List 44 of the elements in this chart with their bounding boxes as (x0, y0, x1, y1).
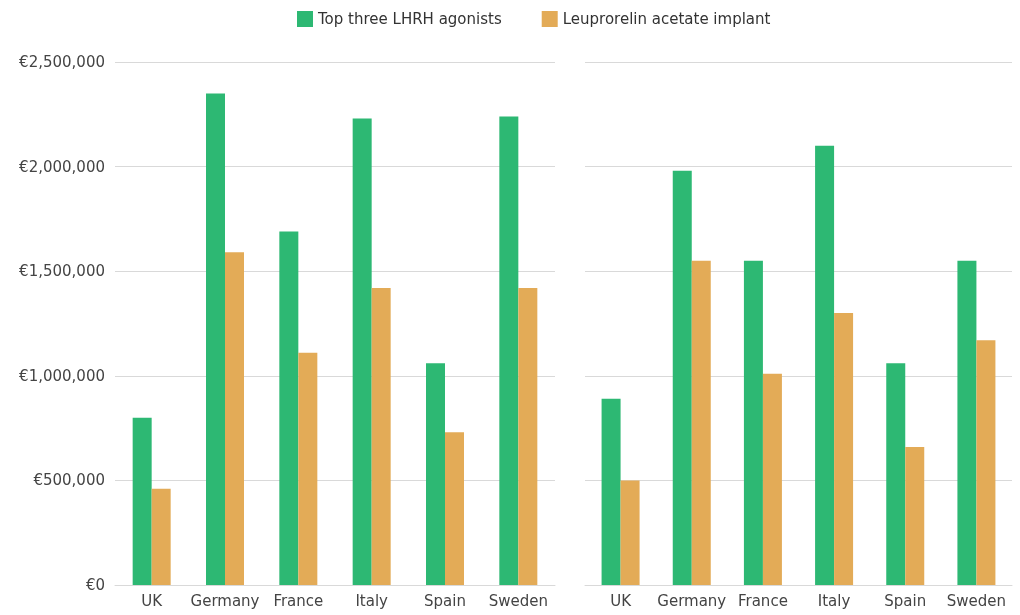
bar (620, 480, 640, 585)
y-tick-label: €2,000,000 (19, 157, 105, 176)
x-tick-label: UK (141, 591, 164, 610)
bar (298, 352, 318, 585)
x-tick-label: Spain (884, 591, 927, 610)
x-tick-label: Germany (190, 591, 260, 610)
bar (371, 287, 391, 585)
legend-label: Leuprorelin acetate implant (562, 10, 771, 28)
bar (957, 260, 977, 585)
x-tick-label: Italy (817, 591, 851, 610)
y-tick-label: €1,000,000 (19, 366, 105, 385)
bar (518, 287, 538, 585)
x-tick-label: France (273, 591, 324, 610)
x-tick-label: Spain (424, 591, 466, 610)
x-tick-label: Germany (657, 591, 727, 610)
bar (352, 118, 372, 585)
bar (743, 260, 763, 585)
bar (279, 231, 299, 585)
y-tick-label: €0 (85, 576, 105, 594)
bar (206, 93, 225, 585)
x-tick-label: Sweden (488, 591, 548, 610)
bar (499, 116, 519, 585)
bar (834, 313, 854, 585)
y-tick-label: €2,500,000 (19, 53, 105, 71)
bar (815, 145, 835, 585)
bar (905, 446, 925, 585)
bar (426, 363, 445, 585)
y-tick-label: €500,000 (33, 471, 105, 490)
bar (691, 260, 711, 585)
bar (762, 373, 782, 585)
bar (672, 170, 692, 585)
bar (151, 488, 171, 585)
bar (976, 340, 996, 585)
bar (445, 432, 464, 585)
y-tick-label: €1,500,000 (19, 262, 105, 281)
bar (886, 363, 906, 585)
x-tick-label: Sweden (946, 591, 1007, 610)
x-tick-label: UK (610, 591, 633, 610)
bar (132, 417, 152, 585)
x-tick-label: Italy (355, 591, 389, 610)
legend-label: Top three LHRH agonists (317, 10, 502, 28)
bar (601, 398, 621, 585)
x-tick-label: France (737, 591, 788, 610)
bar (225, 252, 244, 585)
